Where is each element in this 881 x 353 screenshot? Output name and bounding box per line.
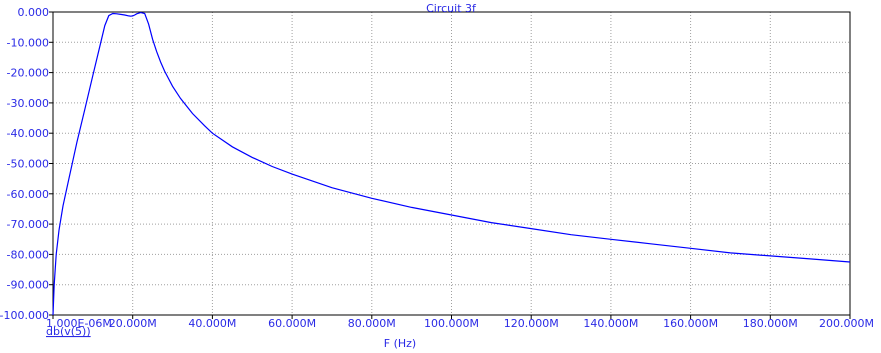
x-tick-label: 180.000M: [743, 317, 798, 330]
x-tick-label: 80.000M: [348, 317, 396, 330]
x-tick-label: 1.000E-06M: [46, 317, 112, 330]
x-tick-label: 120.000M: [504, 317, 559, 330]
x-tick-label: 160.000M: [663, 317, 718, 330]
x-tick-label: 140.000M: [583, 317, 638, 330]
chart-title: Circuit 3f: [426, 2, 477, 15]
y-tick-label: 0.000: [18, 6, 50, 19]
y-tick-label: -70.000: [7, 218, 49, 231]
y-axis: 0.000 -10.000 -20.000 -30.000 -40.000 -50.000…: [0, 6, 53, 322]
y-tick-label: -10.000: [7, 36, 49, 49]
y-tick-label: -20.000: [7, 67, 49, 80]
y-tick-label: -40.000: [7, 127, 49, 140]
x-tick-label: 40.000M: [188, 317, 236, 330]
y-tick-label: -30.000: [7, 97, 49, 110]
x-axis-title: F (Hz): [384, 337, 416, 350]
x-tick-label: 100.000M: [424, 317, 479, 330]
grid: [53, 12, 850, 315]
y-tick-label: -50.000: [7, 158, 49, 171]
y-tick-label: -60.000: [7, 188, 49, 201]
y-tick-label: -80.000: [7, 248, 49, 261]
legend-label[interactable]: db(v(5)): [46, 325, 91, 338]
y-tick-label: -100.000: [0, 309, 49, 322]
x-tick-label: 20.000M: [109, 317, 157, 330]
x-tick-label: 60.000M: [268, 317, 316, 330]
x-tick-label: 200.000M: [819, 317, 874, 330]
y-tick-label: -90.000: [7, 279, 49, 292]
series-line-db-v5: [52, 11, 851, 316]
